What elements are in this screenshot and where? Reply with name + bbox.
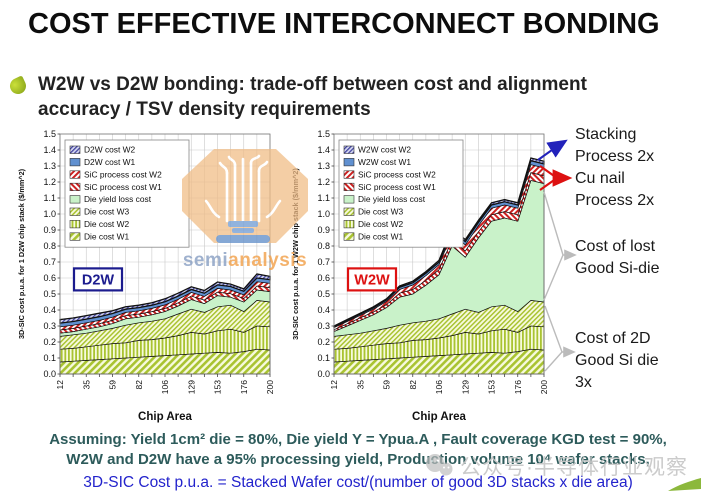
svg-text:0.7: 0.7	[317, 257, 330, 267]
logo-text-analysis: analysis	[228, 250, 308, 271]
svg-text:W2W cost W2: W2W cost W2	[358, 145, 411, 155]
svg-text:D2W: D2W	[82, 272, 115, 288]
page-title: COST EFFECTIVE INTERCONNECT BONDING	[28, 8, 660, 40]
svg-text:0.5: 0.5	[317, 289, 330, 299]
svg-text:0.8: 0.8	[317, 241, 330, 251]
svg-text:153: 153	[213, 380, 223, 394]
svg-text:SiC process cost W2: SiC process cost W2	[358, 169, 436, 179]
svg-text:0.7: 0.7	[43, 257, 56, 267]
svg-text:0.2: 0.2	[43, 337, 56, 347]
svg-text:12: 12	[329, 380, 339, 390]
svg-text:106: 106	[160, 380, 170, 394]
svg-text:Die cost W1: Die cost W1	[358, 231, 403, 241]
svg-text:129: 129	[186, 380, 196, 394]
svg-text:Chip Area: Chip Area	[412, 411, 466, 423]
svg-text:0.8: 0.8	[43, 241, 56, 251]
svg-text:Die cost W3: Die cost W3	[84, 207, 129, 217]
svg-text:1.2: 1.2	[317, 177, 330, 187]
svg-text:129: 129	[460, 380, 470, 394]
svg-text:0.4: 0.4	[317, 305, 330, 315]
svg-text:106: 106	[434, 380, 444, 394]
svg-text:Die cost W1: Die cost W1	[84, 231, 129, 241]
svg-text:1.1: 1.1	[43, 193, 56, 203]
svg-text:0.0: 0.0	[43, 369, 56, 379]
svg-text:12: 12	[55, 380, 65, 390]
svg-text:200: 200	[539, 380, 549, 394]
green-arrow-decoration	[668, 478, 701, 491]
svg-text:0.9: 0.9	[317, 225, 330, 235]
assumptions-line-2: W2W and D2W have a 95% processing yield,…	[66, 451, 650, 468]
svg-text:0.6: 0.6	[43, 273, 56, 283]
semianalysis-watermark: semianalysis	[180, 147, 310, 272]
wechat-icon	[426, 454, 453, 476]
svg-text:0.6: 0.6	[317, 273, 330, 283]
svg-text:W2W: W2W	[354, 272, 390, 288]
semianalysis-logo-icon	[182, 149, 308, 243]
svg-text:0.1: 0.1	[317, 353, 330, 363]
leaf-bullet-icon	[7, 75, 29, 97]
svg-text:0.2: 0.2	[317, 337, 330, 347]
svg-text:1.4: 1.4	[43, 145, 56, 155]
svg-text:82: 82	[134, 380, 144, 390]
svg-text:153: 153	[487, 380, 497, 394]
svg-text:Die cost W2: Die cost W2	[358, 219, 403, 229]
svg-text:SiC process cost W1: SiC process cost W1	[84, 182, 162, 192]
svg-text:SiC process cost W2: SiC process cost W2	[84, 169, 162, 179]
subtitle-row: W2W vs D2W bonding: trade-off between co…	[7, 72, 690, 122]
svg-text:1.4: 1.4	[317, 145, 330, 155]
cost-formula-line: 3D-SIC Cost p.u.a. = Stacked Wafer cost/…	[83, 474, 633, 491]
svg-text:Die yield loss cost: Die yield loss cost	[84, 194, 152, 204]
svg-text:1.3: 1.3	[43, 161, 56, 171]
svg-text:D2W cost W2: D2W cost W2	[84, 145, 136, 155]
svg-text:59: 59	[108, 380, 118, 390]
svg-text:Die cost W2: Die cost W2	[84, 219, 129, 229]
annotation-cost-lost-die: Cost of lost Good Si-die	[575, 238, 660, 277]
svg-text:0.1: 0.1	[43, 353, 56, 363]
svg-text:176: 176	[513, 380, 523, 394]
svg-text:SiC process cost W1: SiC process cost W1	[358, 182, 436, 192]
svg-text:3D-SIC cost p.u.a. for 1 W2W c: 3D-SIC cost p.u.a. for 1 W2W chip stack …	[291, 168, 300, 340]
svg-text:35: 35	[355, 380, 365, 390]
svg-text:1.0: 1.0	[43, 209, 56, 219]
svg-text:3D-SIC cost p.u.a. for 1 D2W c: 3D-SIC cost p.u.a. for 1 D2W chip stack …	[17, 168, 26, 339]
svg-text:200: 200	[265, 380, 275, 394]
assumptions-line-1: Assuming: Yield 1cm² die = 80%, Die yiel…	[49, 431, 667, 448]
svg-text:1.5: 1.5	[317, 129, 330, 139]
w2w-cost-chart: 0.0 0.1 0.2 0.3 0.4 0.5 0.6 0.7 0.8 0.9 1.0 1.1 1.2 1…	[288, 128, 550, 428]
semianalysis-logo-text: semianalysis	[180, 250, 310, 272]
svg-text:0.4: 0.4	[43, 305, 56, 315]
annotation-stacking-process: Stacking Process 2x	[575, 126, 655, 165]
svg-text:Die cost W3: Die cost W3	[358, 207, 403, 217]
svg-text:Die yield loss cost: Die yield loss cost	[358, 194, 426, 204]
subtitle: W2W vs D2W bonding: trade-off between co…	[38, 74, 587, 120]
svg-text:1.5: 1.5	[43, 129, 56, 139]
wechat-watermark-text: 公众号·半导体行业观察	[460, 456, 688, 479]
svg-text:Chip Area: Chip Area	[138, 411, 192, 423]
annotation-cu-nail-process: Cu nail Process 2x	[575, 170, 655, 209]
svg-text:0.3: 0.3	[317, 321, 330, 331]
svg-text:1.2: 1.2	[43, 177, 56, 187]
svg-text:D2W cost W1: D2W cost W1	[84, 157, 136, 167]
logo-text-semi: semi	[182, 250, 229, 271]
svg-text:59: 59	[382, 380, 392, 390]
svg-text:1.3: 1.3	[317, 161, 330, 171]
svg-text:35: 35	[81, 380, 91, 390]
wechat-watermark: 公众号·半导体行业观察	[424, 451, 688, 481]
svg-text:0.5: 0.5	[43, 289, 56, 299]
svg-text:0.0: 0.0	[317, 369, 330, 379]
d2w-cost-chart: 0.0 0.1 0.2 0.3 0.4 0.5 0.6 0.7 0.8 0.9 1.0 1.1 1.2 1…	[14, 128, 276, 428]
svg-text:W2W cost W1: W2W cost W1	[358, 157, 411, 167]
svg-text:82: 82	[408, 380, 418, 390]
d2w-chart-svg: 0.0 0.1 0.2 0.3 0.4 0.5 0.6 0.7 0.8 0.9 1.0 1.1 1.2 1…	[17, 129, 275, 423]
svg-text:0.3: 0.3	[43, 321, 56, 331]
annotation-cost-2d-die: Cost of 2D Good Si die 3x	[575, 330, 659, 391]
svg-text:176: 176	[239, 380, 249, 394]
w2w-chart-svg: 0.0 0.1 0.2 0.3 0.4 0.5 0.6 0.7 0.8 0.9 1.0 1.1 1.2 1…	[291, 129, 549, 423]
svg-text:0.9: 0.9	[43, 225, 56, 235]
svg-text:1.0: 1.0	[317, 209, 330, 219]
svg-text:1.1: 1.1	[317, 193, 330, 203]
